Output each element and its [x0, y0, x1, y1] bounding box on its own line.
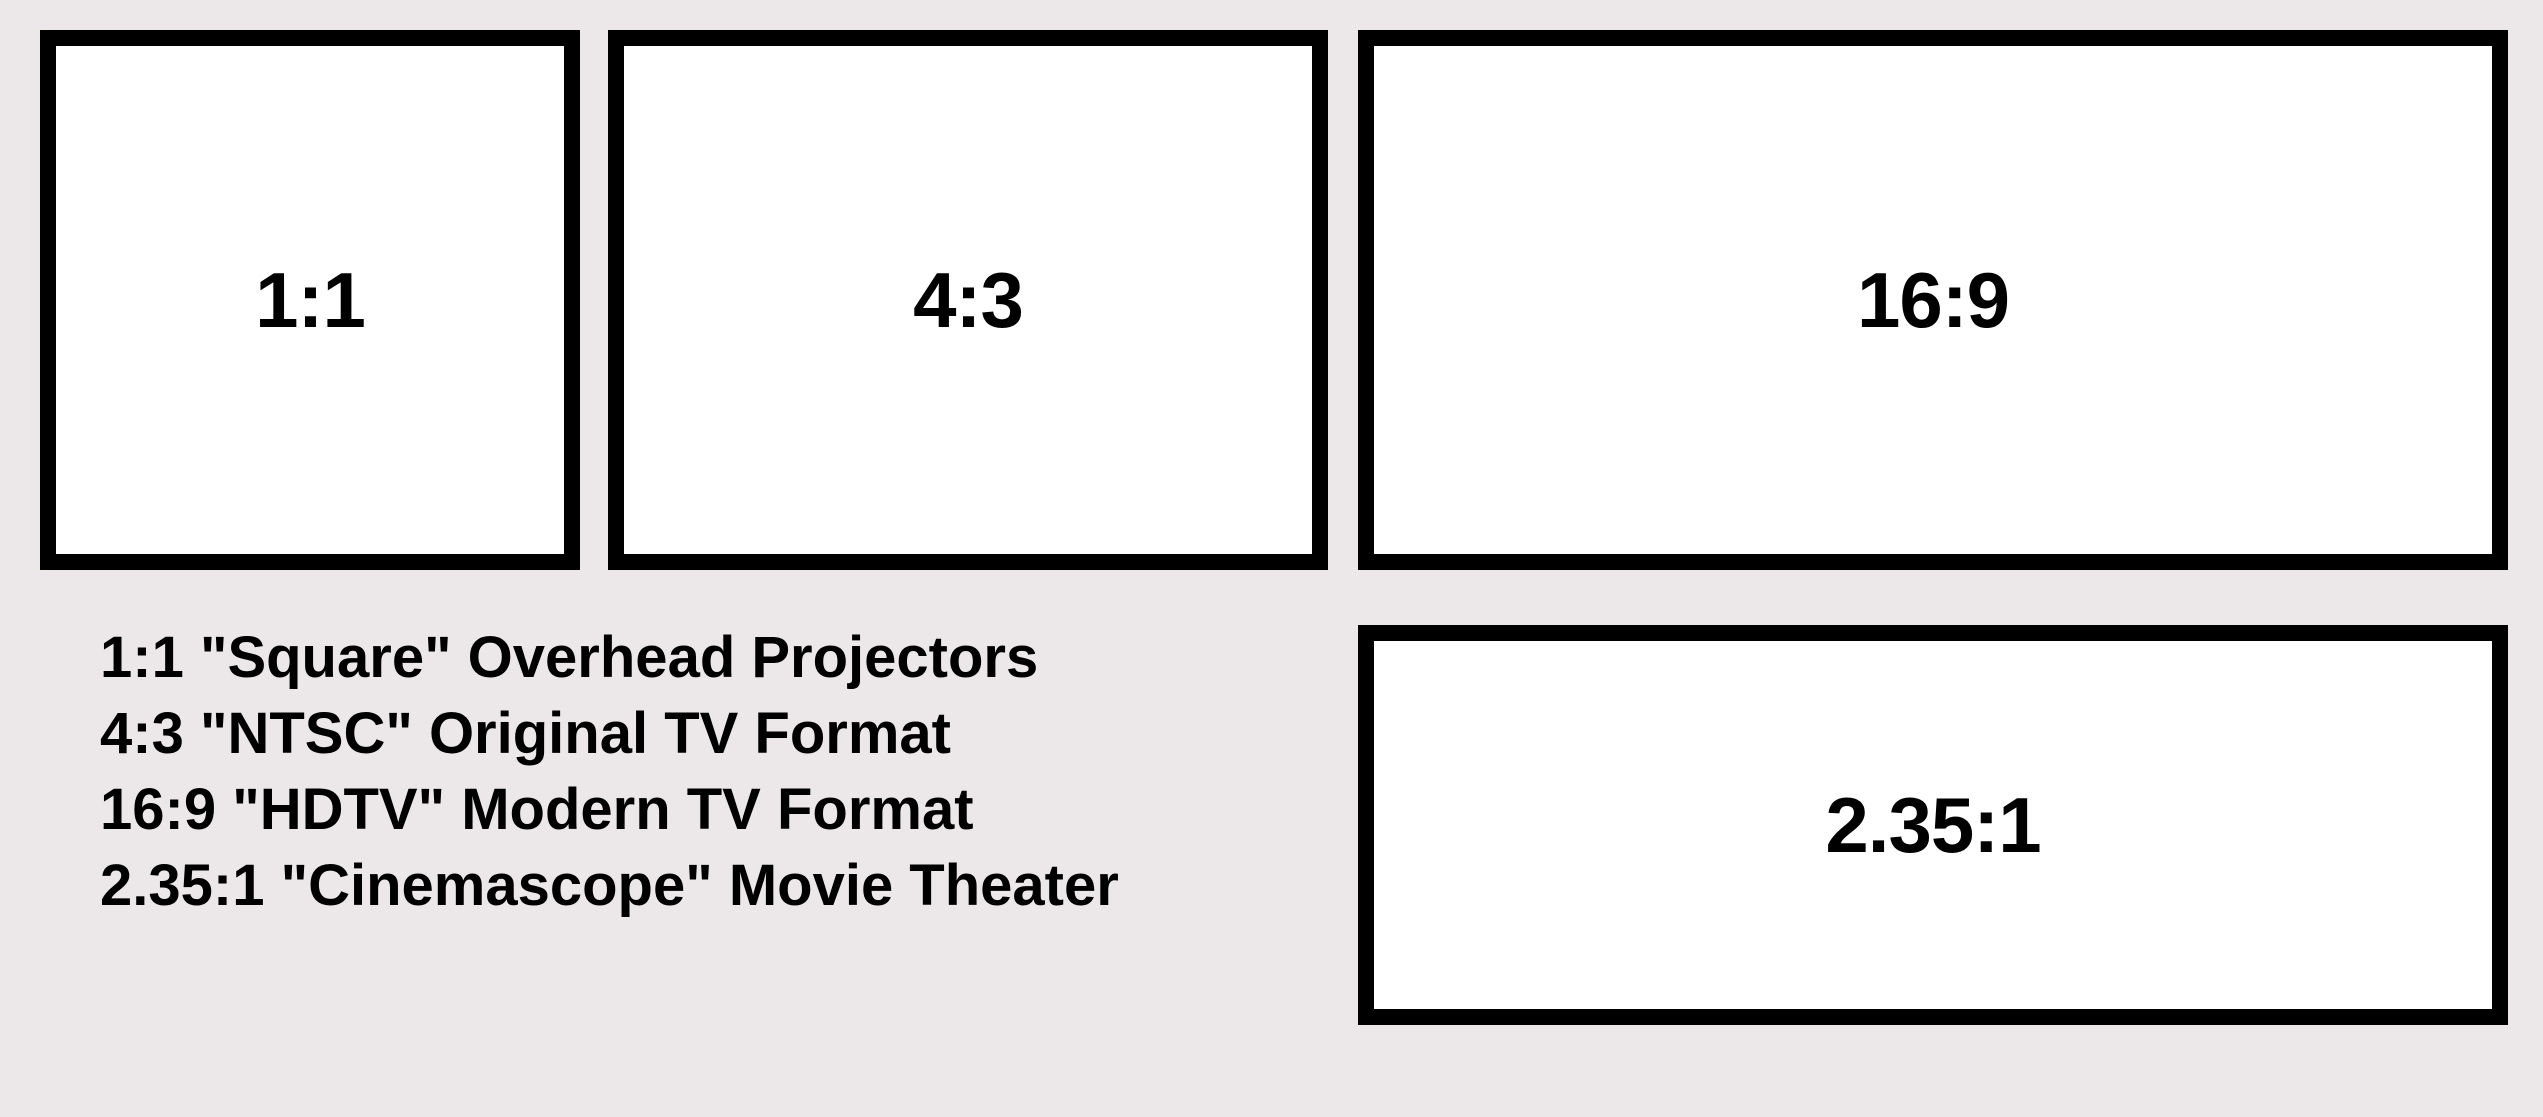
ratio-box-16-9: 16:9 — [1358, 30, 2508, 570]
legend-line: 4:3 "NTSC" Original TV Format — [100, 696, 1119, 772]
legend-line: 16:9 "HDTV" Modern TV Format — [100, 772, 1119, 848]
ratio-label-2-35-1: 2.35:1 — [1825, 780, 2040, 871]
aspect-ratio-diagram: 1:1 4:3 16:9 2.35:1 1:1 "Square" Overhea… — [0, 0, 2543, 1117]
ratio-box-1-1: 1:1 — [40, 30, 580, 570]
legend-line: 1:1 "Square" Overhead Projectors — [100, 620, 1119, 696]
legend-line: 2.35:1 "Cinemascope" Movie Theater — [100, 848, 1119, 924]
ratio-box-2-35-1: 2.35:1 — [1358, 625, 2508, 1025]
legend-list: 1:1 "Square" Overhead Projectors 4:3 "NT… — [100, 620, 1119, 924]
ratio-label-4-3: 4:3 — [913, 255, 1023, 346]
ratio-label-16-9: 16:9 — [1857, 255, 2009, 346]
ratio-label-1-1: 1:1 — [255, 255, 365, 346]
ratio-box-4-3: 4:3 — [608, 30, 1328, 570]
